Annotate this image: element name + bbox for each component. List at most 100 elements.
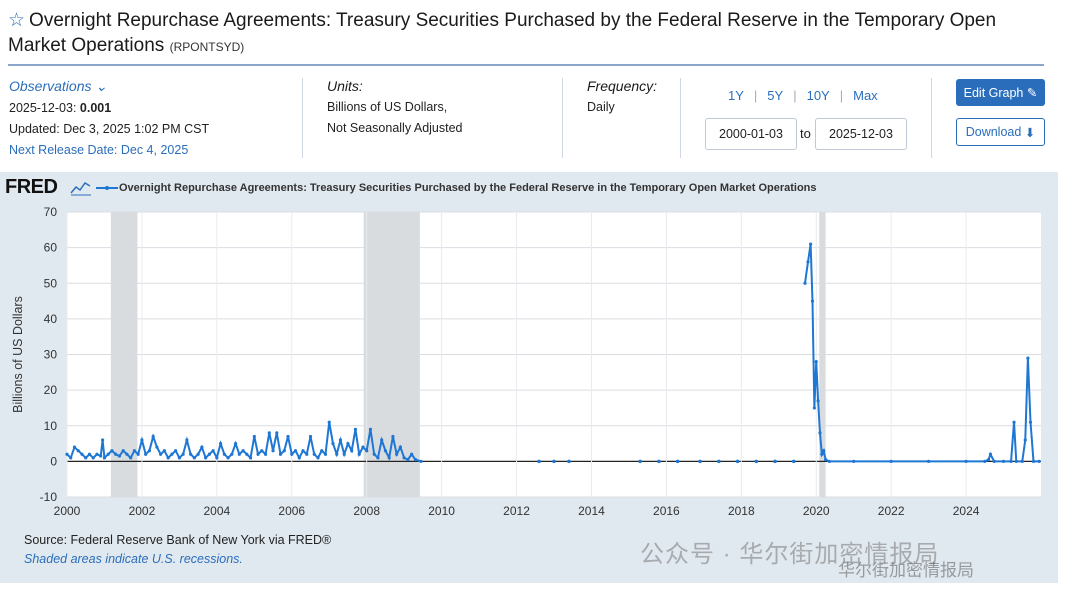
y-tick-label: -10	[40, 490, 58, 504]
data-point	[185, 438, 189, 442]
data-point	[1012, 420, 1016, 424]
divider	[680, 78, 681, 158]
data-point	[151, 434, 155, 439]
data-point	[342, 452, 346, 456]
data-point	[380, 438, 384, 442]
end-date-input[interactable]: 2025-12-03	[815, 118, 907, 150]
data-point	[1026, 356, 1030, 360]
range-5y[interactable]: 5Y	[767, 88, 784, 103]
data-point	[256, 452, 260, 456]
data-point	[537, 459, 541, 464]
data-point	[419, 459, 423, 463]
observation-row: 2025-12-03: 0.001	[9, 101, 112, 115]
data-point	[754, 459, 759, 464]
data-point	[983, 459, 987, 463]
data-point	[72, 445, 77, 449]
data-point	[675, 459, 680, 464]
range-links: 1Y | 5Y | 10Y | Max	[718, 88, 888, 103]
data-point	[387, 456, 391, 460]
chart-svg: -10 0 10 20 30 40 50 60 70 2000 2002 2004 2006 2008 20…	[11, 205, 1041, 518]
data-point	[1031, 459, 1036, 463]
data-point	[110, 449, 114, 453]
data-point	[211, 449, 215, 453]
x-tick-label: 2018	[728, 504, 755, 518]
data-point	[192, 456, 196, 460]
data-point	[267, 431, 271, 435]
range-max[interactable]: Max	[853, 88, 878, 103]
data-point	[305, 452, 309, 456]
data-point	[155, 445, 159, 449]
data-point	[331, 441, 335, 446]
data-point	[410, 452, 414, 456]
download-button[interactable]: Download ⬇	[956, 118, 1045, 146]
data-point	[260, 449, 264, 453]
watermark: 公众号 · 华尔街加密情报局	[640, 541, 940, 568]
data-point	[248, 456, 253, 460]
observation-value: 0.001	[79, 101, 112, 115]
data-point	[290, 452, 294, 456]
data-point	[204, 456, 208, 460]
x-tick-label: 2012	[503, 504, 530, 518]
data-point	[166, 456, 170, 460]
range-1y[interactable]: 1Y	[728, 88, 744, 103]
data-point	[383, 449, 388, 453]
data-point	[365, 449, 369, 453]
data-point	[207, 452, 211, 456]
data-point	[237, 452, 241, 456]
data-point	[735, 459, 740, 464]
divider	[931, 78, 932, 158]
data-point	[357, 452, 361, 456]
data-point	[1023, 438, 1027, 442]
start-date-input[interactable]: 2000-01-03	[705, 118, 797, 150]
data-point	[809, 242, 813, 246]
data-point	[368, 427, 373, 431]
data-point	[293, 449, 298, 453]
data-point	[316, 456, 320, 460]
observations-dropdown[interactable]: Observations ⌄	[9, 78, 108, 94]
data-point	[129, 456, 133, 460]
star-icon[interactable]: ☆	[8, 10, 26, 31]
data-point	[117, 454, 122, 458]
frequency-value: Daily	[587, 100, 615, 114]
data-point	[852, 459, 856, 463]
data-point	[147, 449, 152, 453]
units-line-2: Not Seasonally Adjusted	[327, 121, 463, 135]
data-point	[177, 456, 181, 460]
data-point	[827, 459, 831, 463]
range-10y[interactable]: 10Y	[806, 88, 830, 103]
units-label: Units:	[327, 78, 363, 94]
data-point	[140, 438, 144, 442]
data-point	[1014, 459, 1018, 463]
data-point	[1001, 459, 1006, 463]
data-point	[181, 452, 185, 456]
download-icon: ⬇	[1024, 125, 1036, 140]
data-point	[159, 452, 163, 456]
y-tick-label: 20	[44, 383, 58, 397]
data-point	[99, 454, 103, 458]
series-line	[804, 243, 1040, 463]
data-point	[102, 456, 107, 460]
data-point	[271, 449, 275, 453]
edit-graph-button[interactable]: Edit Graph ✎	[956, 79, 1045, 106]
data-point	[308, 434, 313, 439]
data-point	[136, 452, 140, 456]
data-point	[391, 434, 395, 439]
x-tick-label: 2002	[129, 504, 156, 518]
x-tick-label: 2024	[953, 504, 980, 518]
data-point	[413, 457, 417, 462]
to-label: to	[800, 126, 811, 141]
data-point	[106, 452, 110, 456]
frequency-label: Frequency:	[587, 78, 658, 94]
data-point	[132, 449, 137, 453]
data-point	[121, 449, 125, 453]
data-point	[327, 420, 331, 424]
data-point	[200, 445, 204, 449]
next-release-link[interactable]: Next Release Date: Dec 4, 2025	[9, 143, 189, 157]
series-code: (RPONTSYD)	[169, 40, 245, 54]
chart-icon	[70, 182, 91, 196]
y-tick-label: 60	[44, 241, 58, 255]
data-point	[84, 456, 88, 460]
legend-swatch	[96, 186, 118, 190]
x-tick-label: 2000	[54, 504, 81, 518]
y-tick-label: 0	[50, 454, 57, 468]
